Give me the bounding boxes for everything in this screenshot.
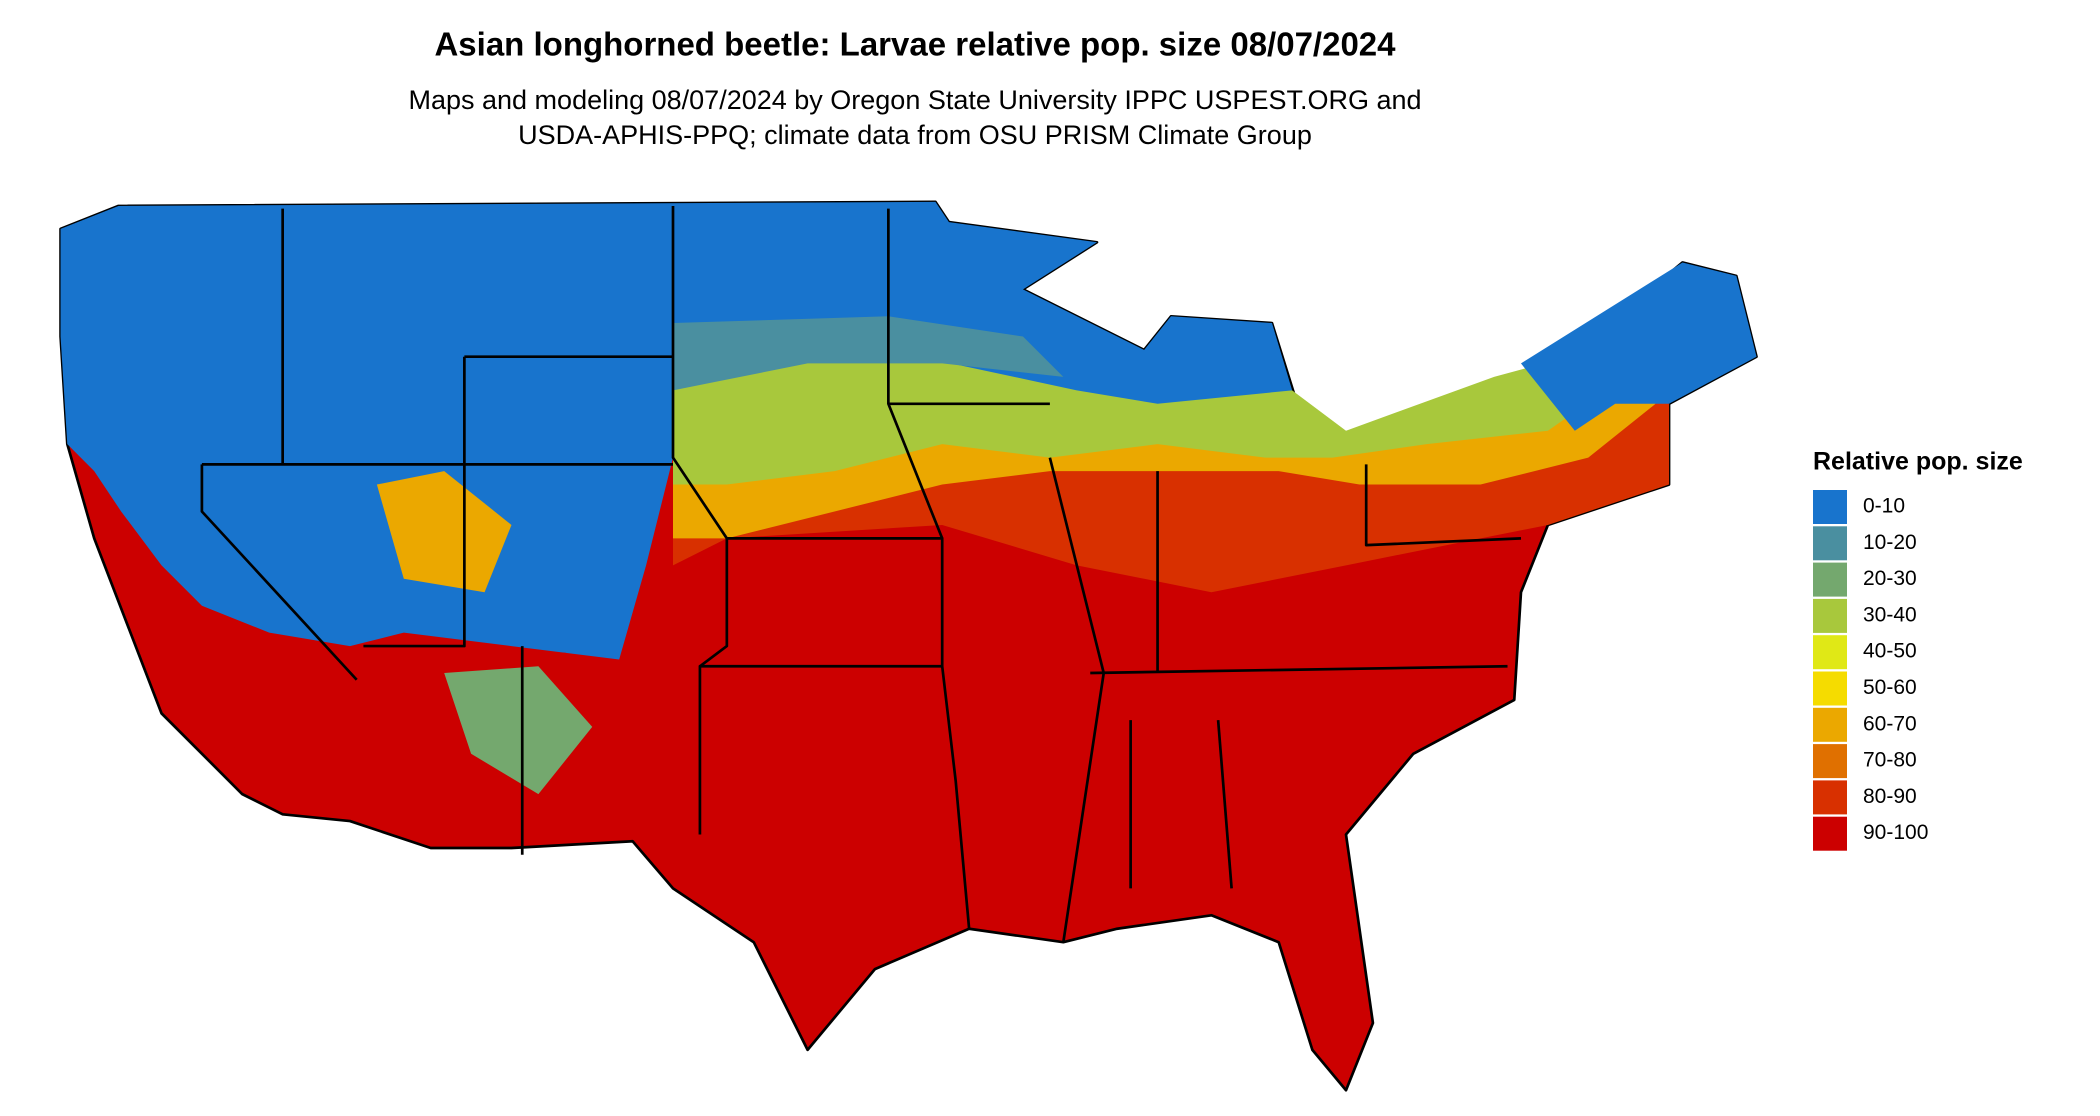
border — [363, 356, 466, 648]
legend-swatch — [1813, 490, 1847, 524]
border — [200, 464, 358, 681]
legend-label: 60-70 — [1863, 712, 1917, 735]
border — [1216, 720, 1233, 889]
legend-swatch — [1813, 671, 1847, 706]
legend-label: 50-60 — [1863, 676, 1917, 699]
legend-label: 20-30 — [1863, 567, 1917, 590]
subtitle: Maps and modeling 08/07/2024 by Oregon S… — [408, 85, 1421, 115]
legend-label: 0-10 — [1863, 495, 1905, 518]
legend-label: 40-50 — [1863, 640, 1917, 663]
legend-label: 10-20 — [1863, 531, 1917, 554]
legend-label: 90-100 — [1863, 821, 1928, 844]
legend-swatch — [1813, 707, 1847, 742]
legend-swatch — [1813, 816, 1847, 851]
region-cool — [60, 201, 1293, 660]
legend-label: 80-90 — [1863, 785, 1917, 808]
subtitle: USDA-APHIS-PPQ; climate data from OSU PR… — [518, 120, 1312, 150]
border — [1090, 664, 1508, 675]
border — [1048, 457, 1106, 943]
legend-swatch — [1813, 635, 1847, 670]
state-borders — [200, 205, 1522, 943]
border — [940, 666, 971, 929]
legend: 0-10 10-20 20-30 30-40 40-50 50-60 60-70 70-80 8… — [1813, 490, 1928, 851]
region-cool — [444, 666, 593, 795]
legend-swatch — [1813, 780, 1847, 815]
legend-label: 70-80 — [1863, 749, 1917, 772]
legend-label: 30-40 — [1863, 603, 1917, 626]
region-cool — [673, 316, 1064, 391]
legend-swatch — [1813, 526, 1847, 561]
legend-title: Relative pop. size — [1813, 448, 2023, 476]
region-warm — [107, 511, 364, 781]
region-warm — [376, 471, 512, 593]
us-map — [59, 200, 1758, 1092]
legend-swatch — [1813, 598, 1847, 633]
legend-swatch — [1813, 562, 1847, 597]
title: Asian longhorned beetle: Larvae relative… — [434, 26, 1396, 63]
legend-swatch — [1813, 744, 1847, 779]
border — [1364, 464, 1522, 547]
region-cool — [1520, 262, 1757, 431]
